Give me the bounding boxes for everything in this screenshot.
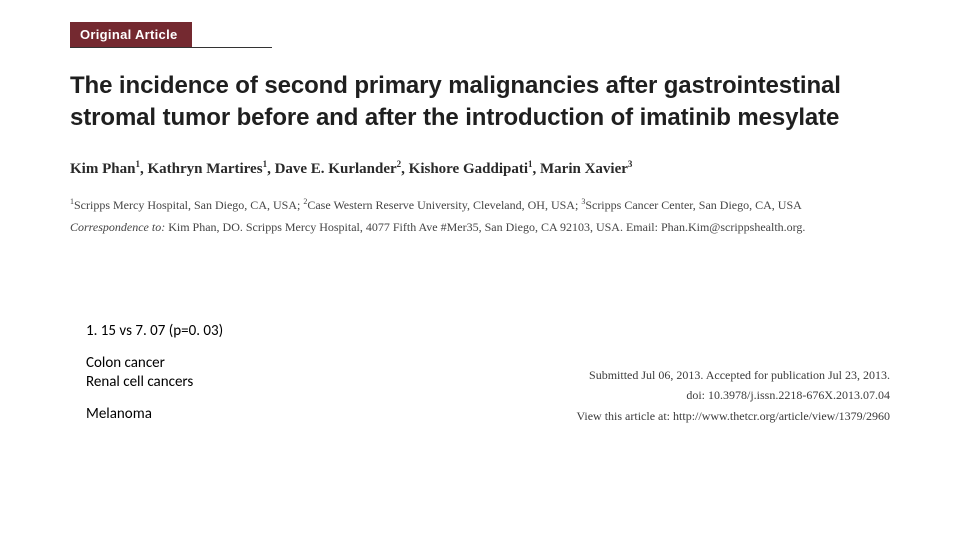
correspondence-label: Correspondence to:	[70, 220, 165, 234]
view-label: View this article at:	[576, 409, 673, 423]
view-article-line: View this article at: http://www.thetcr.…	[576, 406, 890, 426]
authors-list: Kim Phan1, Kathryn Martires1, Dave E. Ku…	[70, 159, 890, 178]
doi: doi: 10.3978/j.issn.2218-676X.2013.07.04	[576, 385, 890, 405]
correspondence-text: Kim Phan, DO. Scripps Mercy Hospital, 40…	[165, 220, 805, 234]
cancer-type-3: Melanoma	[86, 405, 223, 425]
slide-notes: 1. 15 vs 7. 07 (p=0. 03) Colon cancer Re…	[86, 322, 223, 424]
article-type-badge: Original Article	[70, 22, 192, 47]
submitted-date: Submitted Jul 06, 2013. Accepted for pub…	[576, 365, 890, 385]
affiliations: 1Scripps Mercy Hospital, San Diego, CA, …	[70, 196, 890, 215]
badge-wrap: Original Article	[70, 22, 272, 48]
article-title: The incidence of second primary malignan…	[70, 70, 890, 135]
publication-meta: Submitted Jul 06, 2013. Accepted for pub…	[576, 365, 890, 426]
cancer-type-2: Renal cell cancers	[86, 373, 223, 393]
correspondence: Correspondence to: Kim Phan, DO. Scripps…	[70, 218, 890, 237]
stat-comparison: 1. 15 vs 7. 07 (p=0. 03)	[86, 322, 223, 342]
view-url[interactable]: http://www.thetcr.org/article/view/1379/…	[673, 409, 890, 423]
cancer-type-1: Colon cancer	[86, 354, 223, 374]
